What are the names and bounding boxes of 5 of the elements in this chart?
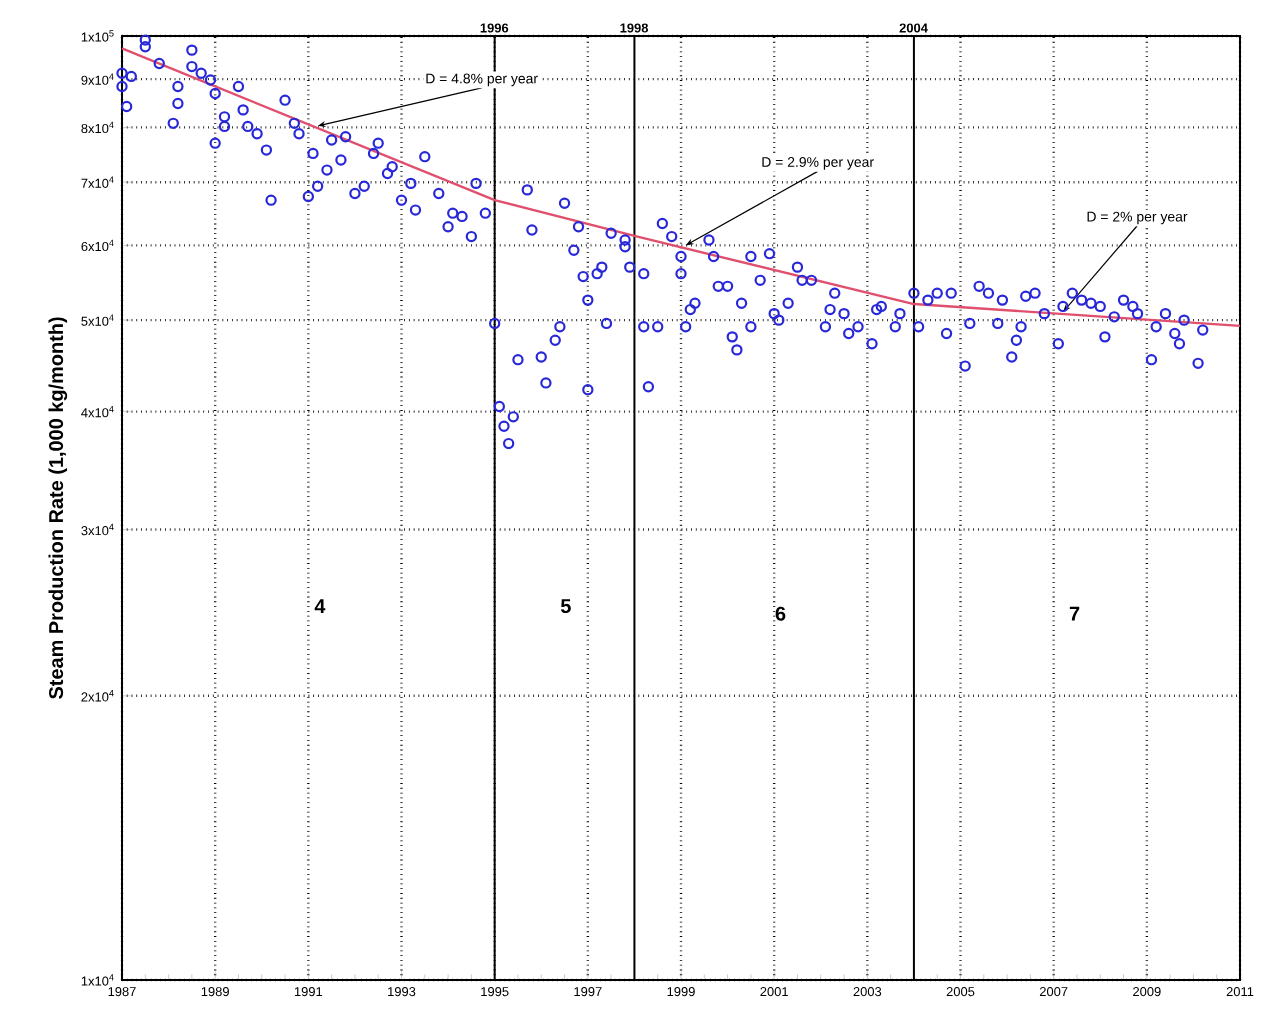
annotation: 4 [314,599,326,613]
annotation: 6 [775,606,786,621]
annotation: 5 [560,599,571,614]
y-axis-title: Steam Production Rate (1,000 kg/month) [48,317,68,699]
annotation: 7 [1069,606,1080,621]
